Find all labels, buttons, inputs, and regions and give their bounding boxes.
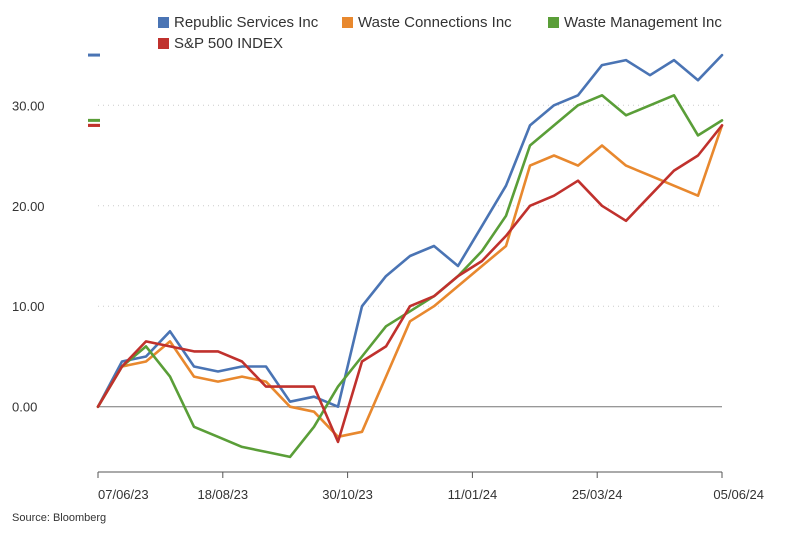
y-tick-label: 20.00: [12, 199, 45, 214]
legend-swatch-republic-services: [158, 17, 169, 28]
legend-item-sp500: S&P 500 INDEX: [158, 35, 283, 52]
x-tick-label: 05/06/24: [713, 487, 764, 502]
x-tick-label: 07/06/23: [98, 487, 149, 502]
legend-item-waste-connections: Waste Connections Inc: [342, 14, 512, 31]
end-marker-waste-management-inc: [88, 118, 100, 122]
legend-item-waste-management: Waste Management Inc: [548, 14, 722, 31]
series-lines: [96, 53, 724, 459]
x-tick-label: 11/01/24: [448, 487, 498, 502]
legend-label-republic-services: Republic Services Inc: [174, 14, 319, 31]
legend-label-waste-management: Waste Management Inc: [564, 14, 722, 31]
legend-label-waste-connections: Waste Connections Inc: [358, 14, 512, 31]
end-value-markers: [88, 53, 100, 127]
source-note: Source: Bloomberg: [12, 512, 107, 524]
end-marker-s-p-500-index: [88, 123, 100, 127]
legend-swatch-waste-connections: [342, 17, 353, 28]
legend-swatch-sp500: [158, 38, 169, 49]
x-axis-ticks: 07/06/23 18/08/23 30/10/23 11/01/24 25/03/24…: [97, 472, 764, 502]
y-axis-ticks: 0.00 10.00 20.00 30.00: [12, 98, 45, 414]
y-tick-label: 30.00: [12, 98, 45, 113]
x-tick-label: 18/08/23: [197, 487, 248, 502]
x-tick-label: 30/10/23: [322, 487, 373, 502]
y-tick-label: 0.00: [12, 400, 37, 415]
legend-label-sp500: S&P 500 INDEX: [174, 35, 283, 52]
legend-swatch-waste-management: [548, 17, 559, 28]
series-line-waste-connections-inc: [96, 124, 724, 439]
legend-item-republic-services: Republic Services Inc: [158, 14, 318, 31]
end-marker-republic-services-inc: [88, 53, 100, 57]
series-line-republic-services-inc: [96, 53, 724, 409]
series-line-waste-management-inc: [96, 94, 724, 459]
series-line-s-p-500-index: [96, 124, 724, 444]
x-tick-label: 25/03/24: [572, 487, 623, 502]
grid-lines: [98, 104, 722, 408]
y-tick-label: 10.00: [12, 299, 45, 314]
